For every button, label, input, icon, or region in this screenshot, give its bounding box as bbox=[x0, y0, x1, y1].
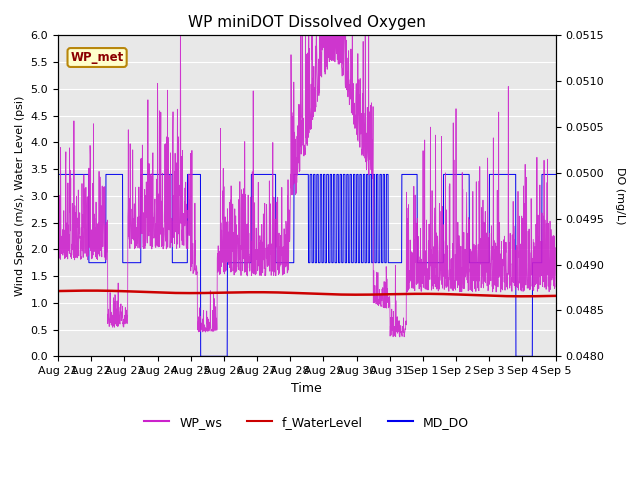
Title: WP miniDOT Dissolved Oxygen: WP miniDOT Dissolved Oxygen bbox=[188, 15, 426, 30]
Y-axis label: Wind Speed (m/s), Water Level (psi): Wind Speed (m/s), Water Level (psi) bbox=[15, 96, 25, 296]
Legend: WP_ws, f_WaterLevel, MD_DO: WP_ws, f_WaterLevel, MD_DO bbox=[140, 411, 474, 434]
Y-axis label: DO (mg/L): DO (mg/L) bbox=[615, 167, 625, 225]
X-axis label: Time: Time bbox=[291, 382, 322, 395]
Text: WP_met: WP_met bbox=[70, 51, 124, 64]
